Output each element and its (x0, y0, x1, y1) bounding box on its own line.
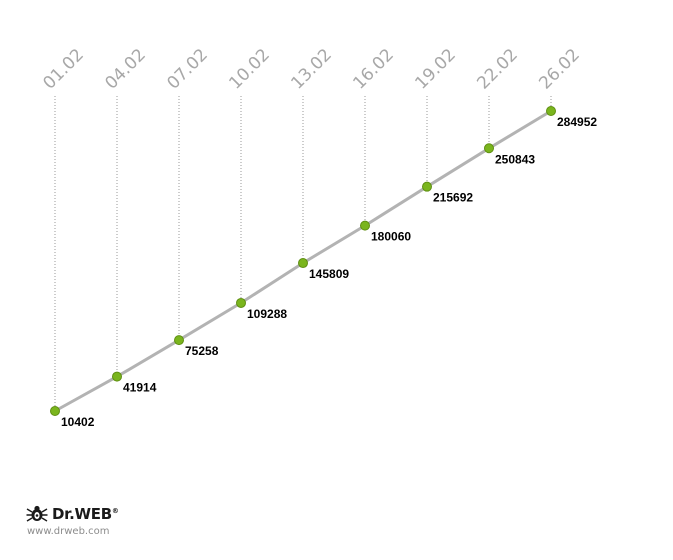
brand-name: Dr.WEB® (52, 505, 119, 523)
x-tick-label: 26.02 (535, 45, 584, 94)
x-tick-label: 04.02 (101, 45, 150, 94)
data-label: 284952 (557, 115, 597, 129)
brand-row: Dr.WEB® (26, 504, 119, 524)
data-point (422, 181, 432, 192)
x-tick-label: 16.02 (349, 45, 398, 94)
data-point (546, 106, 556, 116)
data-label: 109288 (247, 307, 287, 321)
data-point (298, 258, 308, 269)
data-points (50, 106, 556, 416)
x-tick-label: 19.02 (411, 45, 460, 94)
data-label: 250843 (495, 152, 535, 166)
x-tick-label: 10.02 (225, 45, 274, 94)
spider-bug-icon (26, 505, 48, 522)
data-label: 10402 (61, 415, 95, 429)
x-tick-label: 13.02 (287, 45, 336, 94)
data-point (484, 143, 494, 154)
brand-logo: Dr.WEB® www.drweb.com (26, 504, 119, 537)
x-tick-label: 01.02 (39, 45, 88, 94)
data-point (112, 371, 122, 382)
brand-url: www.drweb.com (27, 526, 110, 537)
x-tick-label: 22.02 (473, 45, 522, 94)
data-labels: 10402 41914 75258 109288 145809 180060 215692 2… (61, 115, 597, 429)
x-tick-label: 07.02 (163, 45, 212, 94)
data-point (236, 297, 246, 308)
data-label: 180060 (371, 230, 411, 244)
data-point (174, 335, 184, 346)
data-label: 145809 (309, 267, 349, 281)
data-label: 215692 (433, 191, 473, 205)
data-label: 75258 (185, 344, 219, 358)
data-point (50, 406, 60, 416)
data-point (360, 220, 370, 231)
guide-lines (54, 96, 552, 411)
x-tick-labels: 01.02 04.02 07.02 10.02 13.02 16.02 19.02 22.02… (39, 45, 584, 94)
data-label: 41914 (123, 381, 157, 395)
registered-mark: ® (111, 507, 119, 515)
